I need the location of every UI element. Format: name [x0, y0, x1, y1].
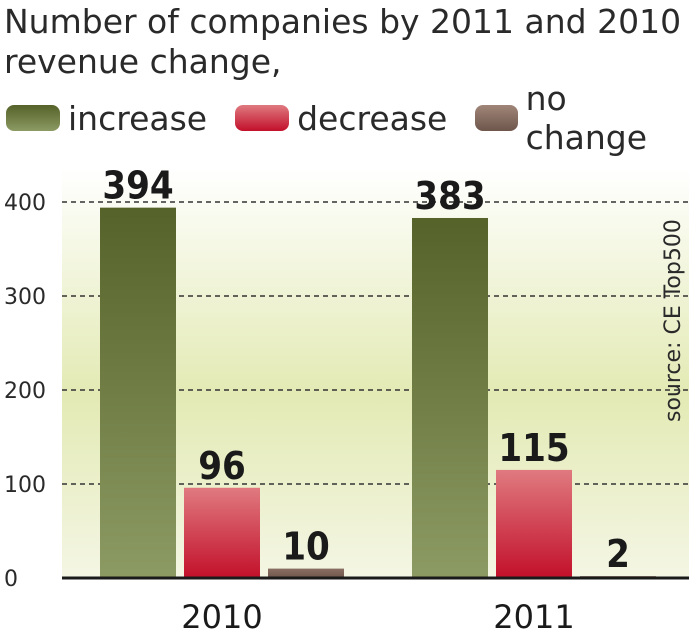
y-tick-label-200: 200 — [4, 379, 46, 404]
value-label-no-change-2010: 10 — [282, 525, 330, 569]
legend-label-decrease: decrease — [297, 98, 448, 138]
legend-swatch-increase — [6, 105, 60, 131]
y-tick-label-0: 0 — [4, 567, 18, 592]
bar-increase-2010 — [100, 207, 176, 578]
value-label-increase-2011: 383 — [414, 174, 485, 218]
value-label-increase-2010: 394 — [102, 164, 173, 208]
chart-title: Number of companies by 2011 and 2010 rev… — [4, 2, 684, 82]
bar-no-change-2010 — [268, 568, 344, 578]
value-label-decrease-2011: 115 — [498, 426, 569, 470]
legend-item-no-change: no change — [475, 79, 661, 157]
legend-label-increase: increase — [68, 98, 208, 138]
x-tick-label-2010: 2010 — [181, 598, 262, 636]
source-label: source: CE Top500 — [661, 219, 686, 422]
bar-decrease-2010 — [184, 487, 260, 578]
legend-swatch-no-change — [475, 105, 518, 131]
bar-increase-2011 — [412, 217, 488, 579]
value-label-decrease-2010: 96 — [198, 444, 246, 488]
y-tick-label-300: 300 — [4, 285, 46, 310]
bar-decrease-2011 — [496, 469, 572, 578]
chart-title-line-2: revenue change, — [4, 42, 282, 81]
chart-title-line-1: Number of companies by 2011 and 2010 — [4, 2, 682, 41]
legend-swatch-decrease — [235, 105, 290, 131]
legend: increase decrease no change — [6, 79, 689, 157]
legend-item-increase: increase — [6, 99, 207, 138]
value-label-no-change-2011: 2 — [606, 532, 630, 576]
y-tick-label-400: 400 — [4, 191, 46, 216]
legend-item-decrease: decrease — [235, 99, 447, 138]
legend-label-no-change: no change — [525, 79, 648, 157]
x-tick-label-2011: 2011 — [493, 598, 574, 636]
y-tick-label-100: 100 — [4, 473, 46, 498]
